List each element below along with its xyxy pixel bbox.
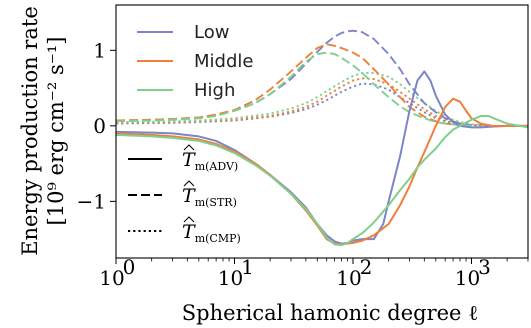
legend-style-label-dashed: Tm(STR) [182,185,237,209]
legend-style-hat [183,216,195,223]
plot-area [116,29,528,247]
legend: Low Middle High Tm(ADV) Tm(STR) Tm(CMP) [128,22,253,245]
x-tick-exponent: 0 [123,255,136,279]
legend-style-label-dotted: Tm(CMP) [182,221,241,245]
x-tick-label: 10 [455,266,480,290]
legend-label-middle: Middle [194,51,253,72]
y-axis-label-line2: [10⁹ erg cm⁻² s⁻¹] [44,37,68,226]
y-axis-label-line1: Energy production rate [18,6,42,256]
legend-label-low: Low [194,22,229,43]
axes-frame [115,4,529,259]
x-tick-exponent: 3 [478,255,491,279]
legend-style-label-solid: Tm(ADV) [182,149,238,173]
legend-style-hat [183,144,195,151]
x-tick-exponent: 1 [241,255,254,279]
series-line-low-solid [116,70,528,245]
y-tick-label: 0 [93,114,106,138]
legend-label-high: High [194,80,235,101]
x-tick-label: 10 [336,266,361,290]
y-tick-label: 1 [93,38,106,62]
series-line-middle-solid [116,97,528,246]
legend-style-hat [183,180,195,187]
y-tick-label: −1 [77,189,106,213]
x-tick-exponent: 2 [360,255,373,279]
x-tick-label: 10 [99,266,124,290]
x-axis-label: Spherical hamonic degree ℓ [182,301,478,325]
series-line-high-dotted [116,72,493,127]
series-line-high-solid [116,115,528,247]
series-line-high-dashed [116,51,472,127]
series-line-middle-dashed [116,43,472,127]
x-tick-label: 10 [218,266,243,290]
